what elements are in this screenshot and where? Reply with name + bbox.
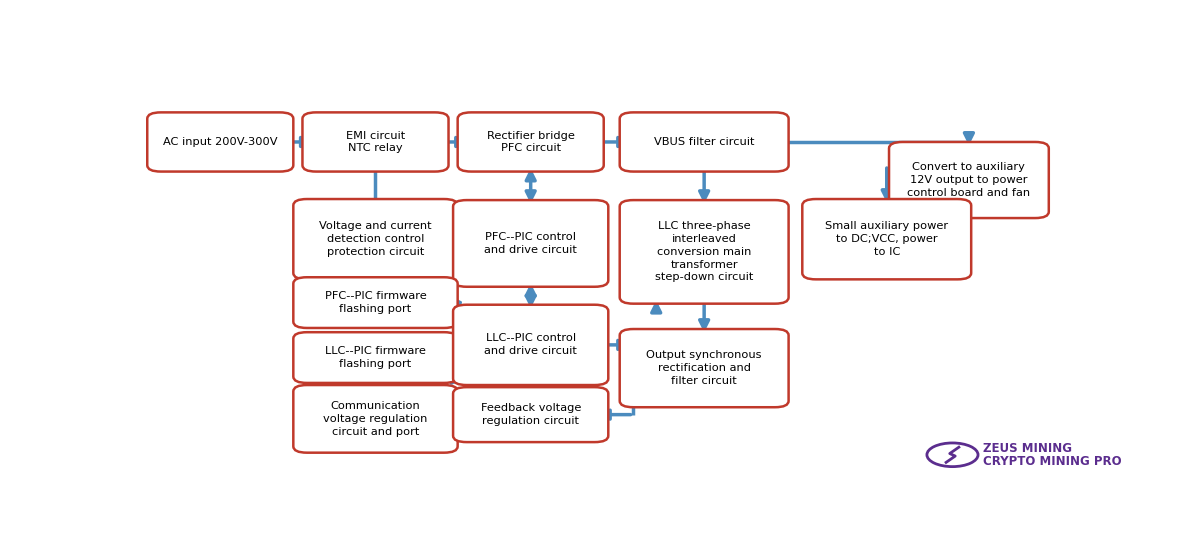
Text: VBUS filter circuit: VBUS filter circuit bbox=[654, 137, 754, 147]
Text: LLC--PIC control
and drive circuit: LLC--PIC control and drive circuit bbox=[484, 333, 577, 356]
Text: Voltage and current
detection control
protection circuit: Voltage and current detection control pr… bbox=[319, 221, 432, 257]
Text: PFC--PIC firmware
flashing port: PFC--PIC firmware flashing port bbox=[325, 291, 426, 314]
FancyBboxPatch shape bbox=[454, 305, 608, 385]
Text: Small auxiliary power
to DC;VCC, power
to IC: Small auxiliary power to DC;VCC, power t… bbox=[825, 221, 948, 257]
FancyBboxPatch shape bbox=[802, 199, 971, 279]
Text: LLC--PIC firmware
flashing port: LLC--PIC firmware flashing port bbox=[325, 346, 426, 369]
FancyBboxPatch shape bbox=[147, 113, 293, 172]
Text: PFC--PIC control
and drive circuit: PFC--PIC control and drive circuit bbox=[484, 232, 577, 255]
FancyBboxPatch shape bbox=[620, 113, 788, 172]
FancyBboxPatch shape bbox=[293, 332, 457, 383]
Text: EMI circuit
NTC relay: EMI circuit NTC relay bbox=[346, 131, 405, 153]
FancyBboxPatch shape bbox=[454, 200, 608, 287]
Text: AC input 200V-300V: AC input 200V-300V bbox=[163, 137, 278, 147]
FancyBboxPatch shape bbox=[620, 200, 788, 304]
Text: Convert to auxiliary
12V output to power
control board and fan: Convert to auxiliary 12V output to power… bbox=[907, 162, 1031, 198]
FancyBboxPatch shape bbox=[293, 199, 457, 279]
FancyBboxPatch shape bbox=[457, 113, 604, 172]
Text: Output synchronous
rectification and
filter circuit: Output synchronous rectification and fil… bbox=[647, 350, 762, 386]
Text: CRYPTO MINING PRO: CRYPTO MINING PRO bbox=[982, 455, 1121, 468]
Text: Feedback voltage
regulation circuit: Feedback voltage regulation circuit bbox=[481, 403, 581, 426]
FancyBboxPatch shape bbox=[454, 387, 608, 442]
Text: LLC three-phase
interleaved
conversion main
transformer
step-down circuit: LLC three-phase interleaved conversion m… bbox=[655, 221, 754, 283]
Text: ZEUS MINING: ZEUS MINING bbox=[982, 442, 1072, 455]
FancyBboxPatch shape bbox=[303, 113, 449, 172]
FancyBboxPatch shape bbox=[620, 329, 788, 407]
FancyBboxPatch shape bbox=[293, 385, 457, 453]
Text: Communication
voltage regulation
circuit and port: Communication voltage regulation circuit… bbox=[323, 401, 428, 436]
FancyBboxPatch shape bbox=[293, 277, 457, 328]
FancyBboxPatch shape bbox=[889, 142, 1048, 218]
Text: Rectifier bridge
PFC circuit: Rectifier bridge PFC circuit bbox=[487, 131, 575, 153]
